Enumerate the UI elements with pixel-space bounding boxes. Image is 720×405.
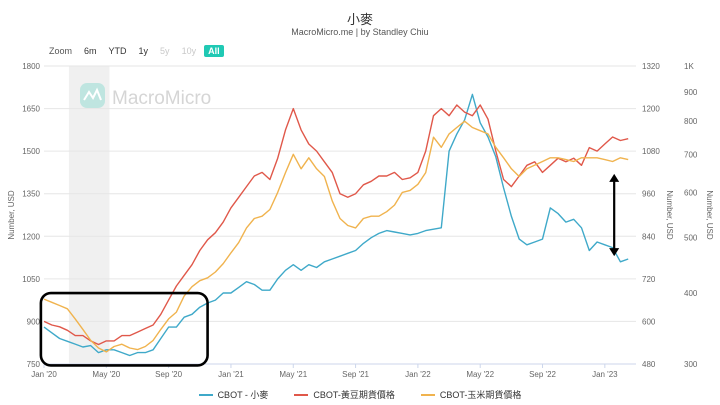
highlight-box xyxy=(39,291,209,367)
right-axis-tick: 840 xyxy=(642,232,656,241)
x-axis-tick: Sep '21 xyxy=(342,370,369,379)
right2-axis-tick: 300 xyxy=(684,360,698,369)
right2-axis-tick: 800 xyxy=(684,117,698,126)
right2-axis-tick: 1K xyxy=(684,62,694,71)
watermark-text: MacroMicro xyxy=(112,88,211,109)
shaded-period xyxy=(68,66,110,364)
right-axis-tick: 1320 xyxy=(642,62,660,71)
left-axis-tick: 1050 xyxy=(22,275,40,284)
right-axis-tick: 720 xyxy=(642,275,656,284)
legend-item-corn[interactable]: CBOT-玉米期貨價格 xyxy=(420,388,522,401)
zoom-all-button[interactable]: All xyxy=(204,45,224,57)
x-axis-tick: May '20 xyxy=(92,370,120,379)
chart-subtitle: MacroMicro.me | by Standley Chiu xyxy=(291,27,429,37)
gap-arrow-head-up xyxy=(609,173,620,182)
left-axis-tick: 1800 xyxy=(22,62,40,71)
left-axis-title: Number, USD xyxy=(7,190,16,240)
series-line-1 xyxy=(43,104,629,346)
legend-swatch-corn xyxy=(420,393,435,396)
left-axis-tick: 1500 xyxy=(22,147,40,156)
right2-axis-tick: 600 xyxy=(684,188,698,197)
right-axis-tick: 600 xyxy=(642,317,656,326)
series-line-2 xyxy=(43,120,629,353)
x-axis-tick: May '22 xyxy=(466,370,494,379)
x-axis-tick: Jan '23 xyxy=(592,370,618,379)
chart-title: 小麥 xyxy=(346,12,373,27)
right2-axis-tick: 900 xyxy=(684,88,698,97)
right-axis-tick: 1080 xyxy=(642,147,660,156)
right2-axis-tick: 500 xyxy=(684,234,698,243)
left-axis-tick: 1350 xyxy=(22,190,40,199)
zoom-6m-button[interactable]: 6m xyxy=(84,46,97,56)
legend-label-wheat: CBOT - 小麥 xyxy=(217,390,269,400)
x-axis-tick: May '21 xyxy=(279,370,307,379)
zoom-label: Zoom xyxy=(49,46,73,56)
right-axis-title: Number, USD xyxy=(665,190,674,240)
right2-axis-tick: 400 xyxy=(684,289,698,298)
right2-axis-title: Number, USD xyxy=(705,190,714,240)
left-axis-tick: 1650 xyxy=(22,105,40,114)
x-axis-tick: Sep '22 xyxy=(529,370,556,379)
right2-axis-tick: 700 xyxy=(684,150,698,159)
left-axis-tick: 1200 xyxy=(22,232,40,241)
series-line-0 xyxy=(43,93,629,357)
x-axis-tick: Jan '21 xyxy=(218,370,244,379)
legend-swatch-soybean xyxy=(294,393,309,396)
zoom-1y-button[interactable]: 1y xyxy=(138,46,149,56)
x-axis-tick: Sep '20 xyxy=(155,370,182,379)
zoom-10y-button[interactable]: 10y xyxy=(181,46,197,56)
legend-label-soybean: CBOT-黃豆期貨價格 xyxy=(313,390,395,400)
left-axis-tick: 900 xyxy=(27,317,41,326)
right-axis-tick: 1200 xyxy=(642,105,660,114)
x-axis-tick: Jan '22 xyxy=(405,370,431,379)
watermark-wave-icon xyxy=(83,87,102,101)
gap-arrow-head-down xyxy=(609,248,620,257)
right-axis-tick: 960 xyxy=(642,190,656,199)
zoom-5y-button[interactable]: 5y xyxy=(160,46,170,56)
legend-swatch-wheat xyxy=(198,393,213,396)
legend-label-corn: CBOT-玉米期貨價格 xyxy=(439,390,522,400)
x-axis-tick: Jan '20 xyxy=(31,370,57,379)
zoom-selector: Zoom 6m YTD 1y 5y 10y All xyxy=(49,44,224,58)
chart-legend: CBOT - 小麥 CBOT-黃豆期貨價格 CBOT-玉米期貨價格 xyxy=(0,388,720,401)
legend-item-soybean[interactable]: CBOT-黃豆期貨價格 xyxy=(294,388,395,401)
legend-item-wheat[interactable]: CBOT - 小麥 xyxy=(198,388,269,401)
right-axis-tick: 480 xyxy=(642,360,656,369)
macromicro-watermark: MacroMicro xyxy=(80,83,211,109)
zoom-ytd-button[interactable]: YTD xyxy=(108,46,127,56)
left-axis-tick: 750 xyxy=(27,360,41,369)
